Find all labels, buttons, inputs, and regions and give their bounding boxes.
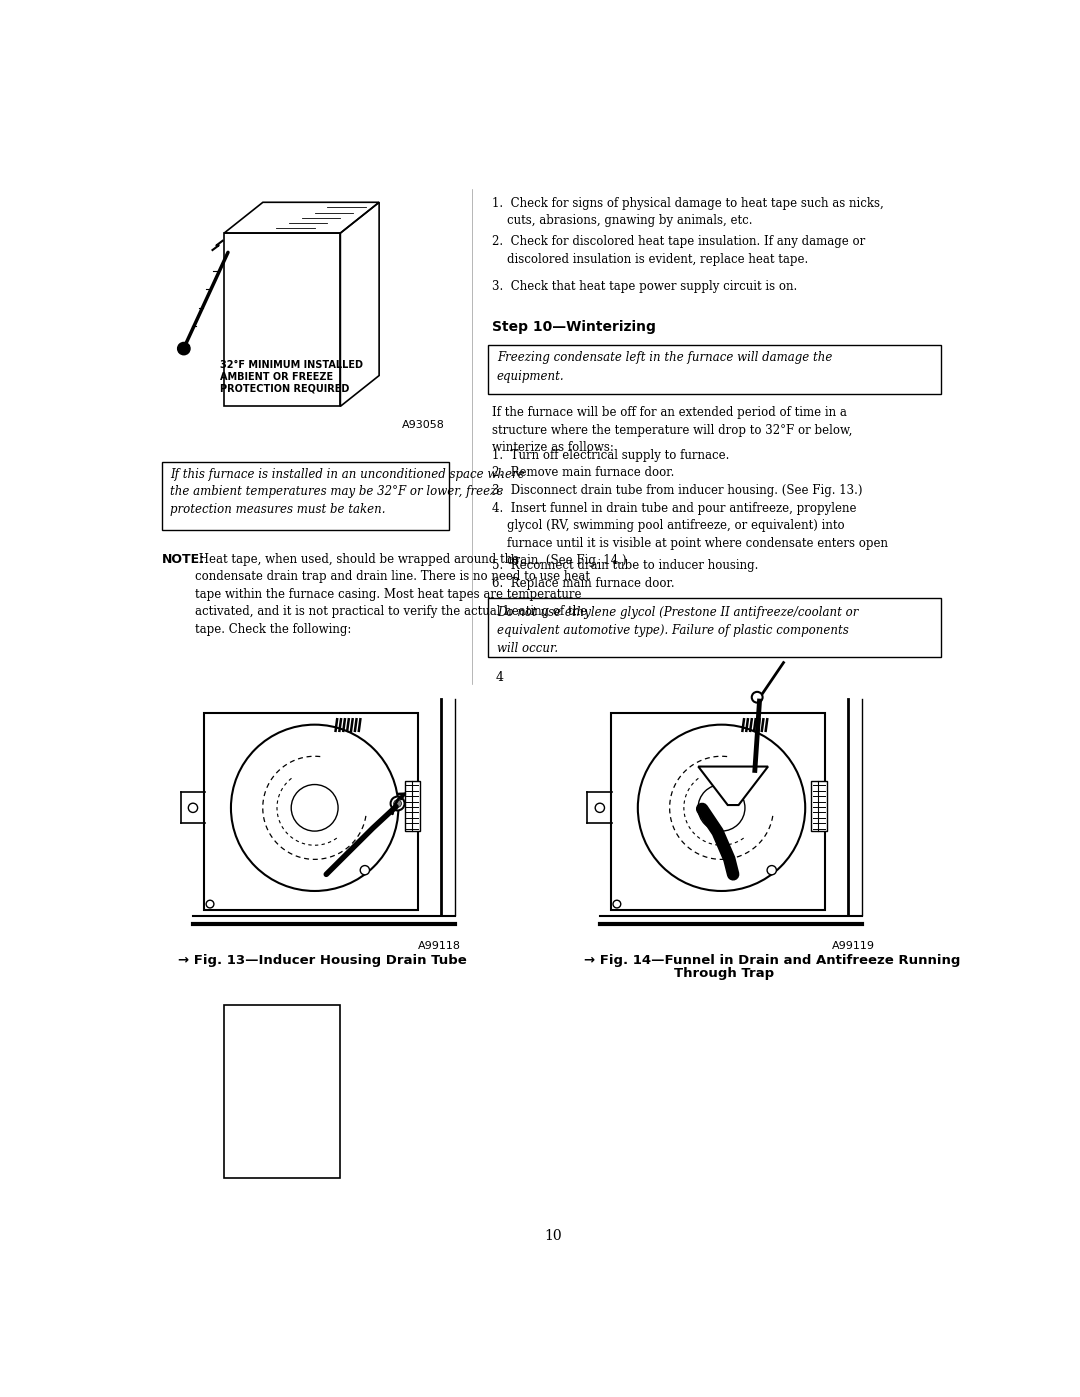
Circle shape	[752, 692, 762, 703]
Text: 1.  Turn off electrical supply to furnace.: 1. Turn off electrical supply to furnace…	[491, 448, 729, 461]
Text: NOTE:: NOTE:	[162, 553, 205, 566]
Text: 3.  Check that heat tape power supply circuit is on.: 3. Check that heat tape power supply cir…	[491, 279, 797, 293]
Text: 32°F MINIMUM INSTALLED
AMBIENT OR FREEZE
PROTECTION REQUIRED: 32°F MINIMUM INSTALLED AMBIENT OR FREEZE…	[220, 360, 363, 394]
Text: Freezing condensate left in the furnace will damage the
equipment.: Freezing condensate left in the furnace …	[497, 351, 833, 383]
Circle shape	[613, 900, 621, 908]
Text: If the furnace will be off for an extended period of time in a
structure where t: If the furnace will be off for an extend…	[491, 407, 852, 454]
Text: Step 10—Winterizing: Step 10—Winterizing	[491, 320, 656, 334]
Polygon shape	[699, 767, 768, 805]
Text: 3.  Disconnect drain tube from inducer housing. (See Fig. 13.): 3. Disconnect drain tube from inducer ho…	[491, 485, 862, 497]
Text: A99118: A99118	[418, 942, 460, 951]
Text: → Fig. 13—Inducer Housing Drain Tube: → Fig. 13—Inducer Housing Drain Tube	[177, 954, 467, 967]
Bar	[488, 345, 941, 394]
Bar	[811, 781, 827, 831]
Text: Do not use ethylene glycol (Prestone II antifreeze/coolant or
equivalent automot: Do not use ethylene glycol (Prestone II …	[497, 606, 859, 655]
Text: 4.  Insert funnel in drain tube and pour antifreeze, propylene
    glycol (RV, s: 4. Insert funnel in drain tube and pour …	[491, 502, 888, 567]
Text: 1.  Check for signs of physical damage to heat tape such as nicks,
    cuts, abr: 1. Check for signs of physical damage to…	[491, 197, 883, 228]
Text: 2.  Check for discolored heat tape insulation. If any damage or
    discolored i: 2. Check for discolored heat tape insula…	[491, 236, 865, 265]
Circle shape	[394, 799, 402, 807]
Circle shape	[206, 900, 214, 908]
Circle shape	[391, 796, 405, 810]
Text: 6.  Replace main furnace door.: 6. Replace main furnace door.	[491, 577, 674, 590]
Circle shape	[177, 342, 190, 355]
Text: A93058: A93058	[402, 420, 445, 430]
Text: A99119: A99119	[832, 942, 875, 951]
Text: Heat tape, when used, should be wrapped around the
condensate drain trap and dra: Heat tape, when used, should be wrapped …	[195, 553, 591, 636]
Text: 5.  Reconnect drain tube to inducer housing.: 5. Reconnect drain tube to inducer housi…	[491, 559, 758, 571]
Bar	[162, 462, 449, 529]
Bar	[405, 781, 420, 831]
Text: 10: 10	[544, 1229, 563, 1243]
Text: 2.  Remove main furnace door.: 2. Remove main furnace door.	[491, 467, 674, 479]
Text: If this furnace is installed in an unconditioned space where
the ambient tempera: If this furnace is installed in an uncon…	[170, 468, 525, 515]
Circle shape	[361, 866, 369, 875]
Bar	[488, 598, 941, 658]
Text: 4: 4	[496, 671, 503, 685]
Circle shape	[595, 803, 605, 813]
Circle shape	[767, 866, 777, 875]
Circle shape	[188, 803, 198, 813]
Text: → Fig. 14—Funnel in Drain and Antifreeze Running: → Fig. 14—Funnel in Drain and Antifreeze…	[584, 954, 961, 967]
Text: Through Trap: Through Trap	[674, 967, 774, 979]
